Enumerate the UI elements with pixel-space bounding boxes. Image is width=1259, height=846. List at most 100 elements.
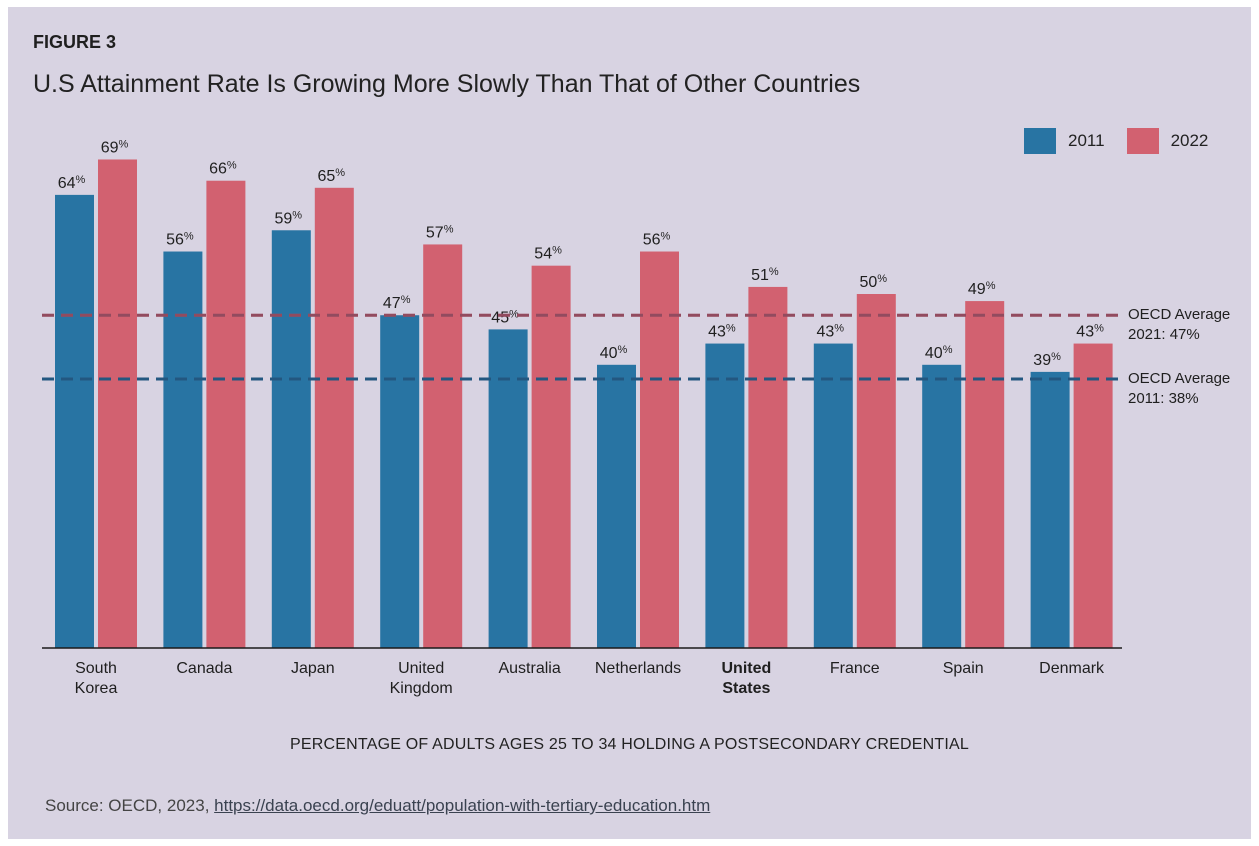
chart-title: U.S Attainment Rate Is Growing More Slow… bbox=[33, 70, 861, 98]
bar-2011-2 bbox=[271, 230, 311, 648]
bar-2022-8 bbox=[965, 301, 1005, 648]
percent-sign: % bbox=[834, 323, 844, 335]
percent-sign: % bbox=[335, 167, 345, 179]
tick-label-9: Denmark bbox=[1039, 660, 1105, 677]
percent-sign: % bbox=[769, 266, 779, 278]
tick-label-line: France bbox=[830, 660, 880, 677]
data-label-2011-9: 39% bbox=[1033, 351, 1061, 369]
tick-label-line: Denmark bbox=[1039, 660, 1105, 677]
tick-label-8: Spain bbox=[943, 660, 984, 677]
reference-label-line: OECD Average bbox=[1128, 370, 1230, 387]
bar-2011-1 bbox=[163, 251, 203, 648]
bar-2022-9 bbox=[1073, 343, 1113, 648]
tick-label-line: South bbox=[75, 660, 117, 677]
bar-2011-3 bbox=[380, 315, 420, 648]
bar-2011-4 bbox=[488, 329, 528, 648]
data-label-2022-1: 66% bbox=[209, 160, 237, 178]
bar-2022-2 bbox=[314, 187, 354, 649]
legend-item-2011: 2011 bbox=[1024, 128, 1105, 154]
tick-label-line: Spain bbox=[943, 660, 984, 677]
legend-swatch-2011 bbox=[1024, 128, 1056, 154]
data-label-2011-0: 64% bbox=[58, 174, 86, 192]
source-prefix: Source: OECD, 2023, bbox=[45, 796, 215, 815]
percent-sign: % bbox=[292, 209, 302, 221]
percent-sign: % bbox=[943, 344, 953, 356]
percent-sign: % bbox=[509, 308, 519, 320]
percent-sign: % bbox=[227, 160, 237, 172]
bar-2022-5 bbox=[640, 251, 679, 648]
data-label-2011-3: 47% bbox=[383, 294, 411, 312]
bar-2011-6 bbox=[705, 343, 745, 648]
percent-sign: % bbox=[661, 231, 671, 243]
data-label-2022-9: 43% bbox=[1076, 323, 1104, 341]
bar-2011-0 bbox=[55, 194, 94, 648]
bar-2011-8 bbox=[922, 364, 962, 648]
percent-sign: % bbox=[1051, 351, 1061, 363]
data-label-2022-2: 65% bbox=[318, 167, 346, 185]
tick-label-1: Canada bbox=[176, 660, 232, 677]
data-label-2022-6: 51% bbox=[751, 266, 779, 284]
data-label-2011-5: 40% bbox=[600, 344, 628, 362]
data-label-2022-3: 57% bbox=[426, 223, 454, 241]
bar-2022-1 bbox=[206, 180, 246, 648]
tick-label-4: Australia bbox=[498, 660, 560, 677]
tick-label-7: France bbox=[830, 660, 880, 677]
tick-label-6: United States bbox=[722, 660, 772, 697]
bar-2011-5 bbox=[597, 364, 636, 648]
percent-sign: % bbox=[401, 294, 411, 306]
percent-sign: % bbox=[726, 323, 736, 335]
tick-label-line: Kingdom bbox=[390, 680, 453, 697]
percent-sign: % bbox=[618, 344, 628, 356]
data-label-2011-6: 43% bbox=[708, 323, 736, 341]
bar-2022-3 bbox=[423, 244, 463, 648]
percent-sign: % bbox=[1094, 323, 1104, 335]
percent-sign: % bbox=[552, 245, 562, 257]
tick-label-2: Japan bbox=[291, 660, 335, 677]
tick-label-line: Korea bbox=[75, 680, 118, 697]
data-label-2022-5: 56% bbox=[643, 231, 671, 249]
tick-label-line: Netherlands bbox=[595, 660, 681, 677]
figure-label: FIGURE 3 bbox=[33, 32, 117, 52]
legend-swatch-2022 bbox=[1126, 128, 1159, 154]
tick-label-line: Japan bbox=[291, 660, 335, 677]
tick-label-line: United bbox=[722, 660, 772, 677]
bar-2022-0 bbox=[98, 159, 137, 649]
reference-label-line: OECD Average bbox=[1128, 306, 1230, 323]
legend-label-2011: 2011 bbox=[1068, 131, 1105, 150]
data-label-2022-0: 69% bbox=[101, 138, 129, 156]
data-label-2011-1: 56% bbox=[166, 231, 194, 249]
percent-sign: % bbox=[444, 223, 454, 235]
reference-label-1: OECD Average 2011: 38% bbox=[1128, 370, 1230, 407]
tick-label-line: States bbox=[722, 680, 770, 697]
bar-2011-7 bbox=[813, 343, 853, 648]
reference-label-line: 2021: 47% bbox=[1128, 326, 1200, 343]
tick-label-line: United bbox=[398, 660, 444, 677]
legend-item-2022: 2022 bbox=[1126, 128, 1209, 154]
bar-2011-9 bbox=[1030, 371, 1070, 648]
tick-label-3: United Kingdom bbox=[390, 660, 453, 697]
percent-sign: % bbox=[877, 273, 887, 285]
tick-label-5: Netherlands bbox=[595, 660, 681, 677]
x-axis-title: PERCENTAGE OF ADULTS AGES 25 TO 34 HOLDI… bbox=[290, 736, 969, 753]
data-label-2011-7: 43% bbox=[817, 323, 845, 341]
source-link[interactable]: https://data.oecd.org/eduatt/population-… bbox=[214, 796, 711, 815]
tick-label-0: South Korea bbox=[75, 660, 118, 697]
bar-2022-4 bbox=[531, 265, 571, 648]
data-label-2011-8: 40% bbox=[925, 344, 953, 362]
bar-2022-7 bbox=[856, 294, 896, 648]
data-label-2011-4: 45% bbox=[491, 308, 519, 326]
percent-sign: % bbox=[184, 231, 194, 243]
percent-sign: % bbox=[76, 174, 86, 186]
reference-label-line: 2011: 38% bbox=[1128, 390, 1199, 407]
percent-sign: % bbox=[119, 138, 129, 150]
percent-sign: % bbox=[986, 280, 996, 292]
data-label-2011-2: 59% bbox=[275, 209, 303, 227]
data-label-2022-8: 49% bbox=[968, 280, 996, 298]
bar-2022-6 bbox=[748, 286, 788, 648]
tick-label-line: Canada bbox=[176, 660, 232, 677]
reference-label-0: OECD Average 2021: 47% bbox=[1128, 306, 1230, 343]
source-line: Source: OECD, 2023, https://data.oecd.or… bbox=[45, 796, 710, 816]
legend: 2011 2022 bbox=[1024, 128, 1230, 154]
legend-label-2022: 2022 bbox=[1170, 131, 1209, 150]
